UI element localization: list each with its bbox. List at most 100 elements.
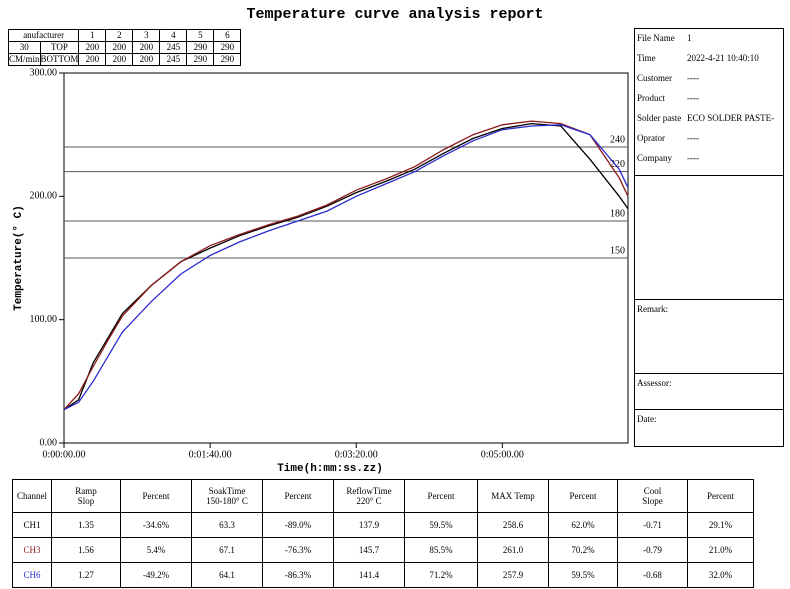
results-cell: 145.7 [333, 537, 405, 563]
x-tick-label: 0:00:00.00 [42, 449, 85, 460]
header-line: SoakTime [208, 486, 246, 496]
zone-temp: 290 [213, 41, 242, 54]
settings-header-row: anufacturer 1 2 3 4 5 6 [7, 29, 242, 42]
results-cell: 137.9 [333, 512, 405, 538]
settings-row: CM/min BOTTOM 200 200 200 245 290 290 [8, 53, 242, 66]
field-label: Product [637, 93, 665, 103]
header-line: ReflowTime [346, 486, 392, 496]
zone-temp: 200 [78, 53, 107, 66]
header-line: 150-180° C [206, 496, 248, 506]
speed-cell: CM/min [8, 53, 41, 66]
results-header-cell: SoakTime 150-180° C [191, 479, 263, 513]
results-header-cell: Percent [687, 479, 754, 513]
reference-label: 150 [610, 245, 625, 256]
results-header-cell: MAX Temp [477, 479, 549, 513]
results-header-cell: Percent [262, 479, 334, 513]
results-cell: 32.0% [687, 562, 754, 588]
reference-label: 220 [610, 159, 625, 170]
settings-row: 30 TOP 200 200 200 245 290 290 [8, 41, 242, 54]
header-line: MAX Temp [491, 491, 535, 501]
zone-label: 1 [78, 29, 107, 42]
results-cell: 261.0 [477, 537, 549, 563]
zone-temp: 200 [105, 53, 134, 66]
remark-box: Remark: [635, 299, 783, 373]
header-line: Percent [427, 491, 455, 501]
info-fields: File Name 1 Time 2022-4-21 10:40:10 Customer… [635, 29, 783, 173]
results-cell: 85.5% [404, 537, 478, 563]
results-cell: -76.3% [262, 537, 334, 563]
header-line: 220° C [356, 496, 382, 506]
y-tick-label: 300.00 [30, 67, 58, 78]
results-cell: 64.1 [191, 562, 263, 588]
results-table: Channel Ramp Slop Percent SoakTime 150-180° C… [12, 479, 754, 588]
results-cell: -49.2% [120, 562, 192, 588]
results-cell: 1.27 [51, 562, 121, 588]
header-line: Percent [569, 491, 597, 501]
info-field: Customer ---- [637, 73, 781, 83]
info-panel: File Name 1 Time 2022-4-21 10:40:10 Customer… [634, 28, 784, 447]
results-header-cell: Percent [120, 479, 192, 513]
x-tick-label: 0:01:40.00 [189, 449, 232, 460]
results-row: CH6 1.27 -49.2% 64.1 -86.3% 141.4 71.2% 257.9 59… [12, 562, 754, 588]
speed-cell: 30 [8, 41, 41, 54]
results-cell: 258.6 [477, 512, 549, 538]
x-tick-label: 0:05:00.00 [481, 449, 524, 460]
info-field: Time 2022-4-21 10:40:10 [637, 53, 781, 63]
assessor-box: Assessor: [635, 373, 783, 409]
results-header-cell: Cool Slope [617, 479, 688, 513]
zone-temp: 290 [186, 41, 215, 54]
channel-name: CH1 [12, 512, 52, 538]
field-value: 1 [687, 33, 692, 43]
settings-header: anufacturer [7, 29, 80, 42]
results-cell: 1.56 [51, 537, 121, 563]
side-cell: TOP [39, 41, 80, 54]
field-label: Solder paste [637, 113, 682, 123]
field-value: ---- [687, 133, 699, 143]
chart: Time(h:mm:ss.zz) Temperature(° C) 0.00 10… [13, 67, 629, 475]
x-axis-label: Time(h:mm:ss.zz) [277, 463, 383, 475]
field-label: Customer [637, 73, 672, 83]
y-axis-label: Temperature(° C) [13, 205, 25, 311]
temperature-curve [63, 122, 629, 411]
settings-table: anufacturer 1 2 3 4 5 6 30 TOP 200 200 200 245 290 290… [7, 29, 242, 66]
divider [635, 175, 783, 184]
field-value: ---- [687, 153, 699, 163]
header-line: Slope [642, 496, 663, 506]
zone-temp: 200 [78, 41, 107, 54]
results-header-cell: ReflowTime 220° C [333, 479, 405, 513]
field-label: Time [637, 53, 656, 63]
results-cell: -34.6% [120, 512, 192, 538]
results-header-cell: Ramp Slop [51, 479, 121, 513]
header-line: Channel [17, 491, 47, 501]
field-label: File Name [637, 33, 675, 43]
results-cell: 71.2% [404, 562, 478, 588]
zone-temp: 200 [105, 41, 134, 54]
report-title: Temperature curve analysis report [246, 6, 544, 23]
results-cell: 70.2% [548, 537, 618, 563]
zone-temp: 290 [186, 53, 215, 66]
results-cell: -0.68 [617, 562, 688, 588]
results-cell: 63.3 [191, 512, 263, 538]
header-line: Ramp [75, 486, 97, 496]
info-field: Company ---- [637, 153, 781, 163]
zone-label: 3 [132, 29, 161, 42]
results-cell: 21.0% [687, 537, 754, 563]
results-row: CH3 1.56 5.4% 67.1 -76.3% 145.7 85.5% 261.0 70.2… [12, 537, 754, 563]
channel-name: CH3 [12, 537, 52, 563]
side-cell: BOTTOM [39, 53, 80, 66]
results-cell: 59.5% [548, 562, 618, 588]
results-cell: 59.5% [404, 512, 478, 538]
date-box: Date: [635, 409, 783, 446]
info-field: File Name 1 [637, 33, 781, 43]
results-header-row: Channel Ramp Slop Percent SoakTime 150-180° C… [12, 479, 754, 513]
header-line: Percent [707, 491, 734, 501]
zone-temp: 200 [132, 41, 161, 54]
field-label: Company [637, 153, 672, 163]
results-cell: -0.71 [617, 512, 688, 538]
results-cell: -0.79 [617, 537, 688, 563]
reference-label: 240 [610, 134, 625, 145]
info-field: Oprator ---- [637, 133, 781, 143]
header-line: Percent [284, 491, 312, 501]
results-cell: 1.35 [51, 512, 121, 538]
